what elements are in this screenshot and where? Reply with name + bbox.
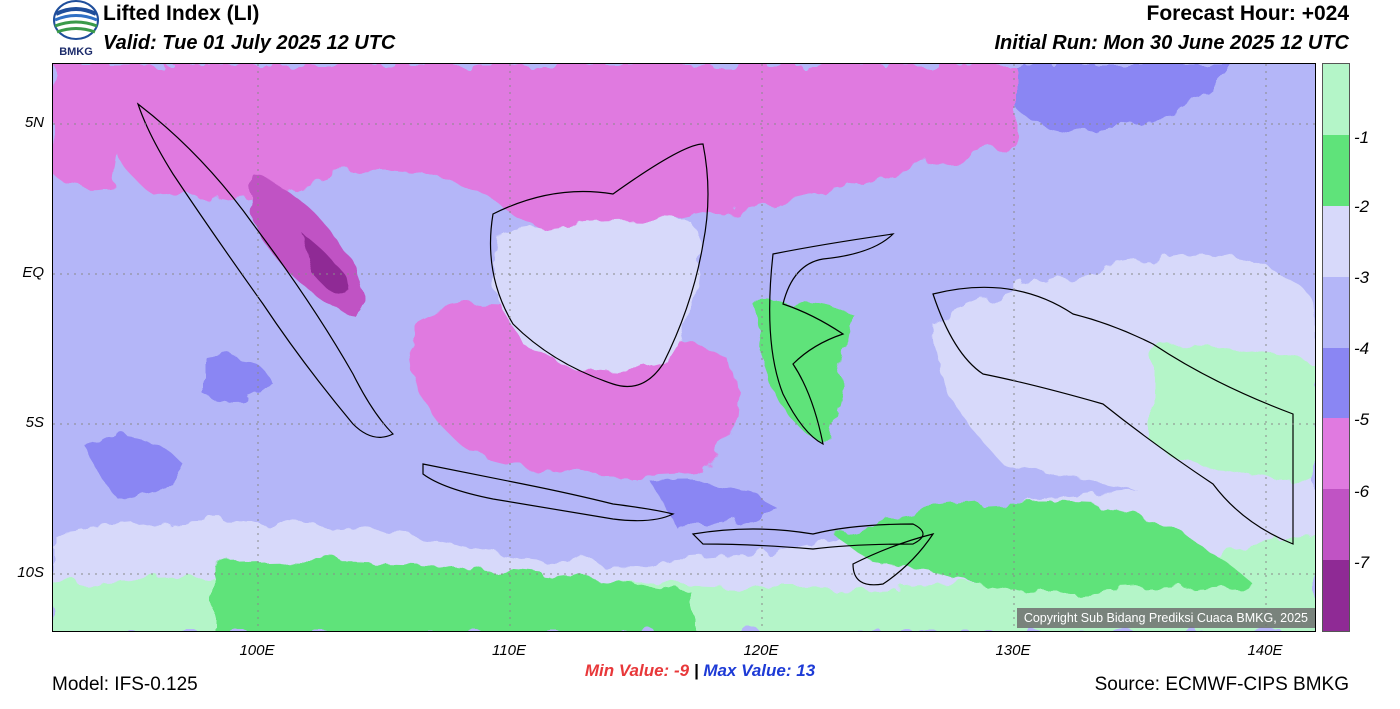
- colorbar: [1322, 63, 1350, 632]
- min-value: -9: [673, 661, 690, 680]
- colorbar-label: -5: [1354, 410, 1370, 429]
- max-value: 13: [796, 661, 816, 680]
- colorbar-label: -7: [1354, 553, 1370, 572]
- valid-time: Valid: Tue 01 July 2025 12 UTC: [103, 32, 396, 54]
- source-label: Source: ECMWF-CIPS BMKG: [1094, 674, 1349, 695]
- bmkg-logo: BMKG: [52, 0, 100, 60]
- lon-tick-120e: 120E: [743, 642, 779, 659]
- logo-text: BMKG: [59, 46, 93, 58]
- model-label: Model: IFS-0.125: [52, 674, 198, 695]
- graticule: [53, 64, 1315, 631]
- colorbar-segment: [1323, 489, 1349, 561]
- colorbar-label: -4: [1354, 339, 1370, 358]
- colorbar-segment: [1323, 560, 1349, 631]
- colorbar-label: -6: [1354, 482, 1370, 501]
- li-field: [53, 64, 1315, 631]
- colorbar-label: -2: [1354, 197, 1370, 216]
- lat-tick-5n: 5N: [24, 114, 44, 131]
- copyright-notice: Copyright Sub Bidang Prediksi Cuaca BMKG…: [1016, 608, 1315, 628]
- colorbar-segment: [1323, 276, 1349, 348]
- min-max-separator: |: [693, 661, 699, 680]
- map-title: Lifted Index (LI): [103, 2, 260, 25]
- max-label: Max Value:: [703, 661, 792, 680]
- colorbar-label: -1: [1354, 128, 1370, 147]
- lon-tick-130e: 130E: [995, 642, 1031, 659]
- lat-tick-5s: 5S: [25, 414, 44, 431]
- lat-tick-eq: EQ: [22, 264, 44, 281]
- lat-tick-10s: 10S: [17, 564, 44, 581]
- min-max-values: Min Value: -9 | Max Value: 13: [0, 661, 1400, 681]
- colorbar-label: -3: [1354, 268, 1370, 287]
- coastlines: [136, 102, 1294, 586]
- lon-tick-110e: 110E: [492, 642, 526, 659]
- colorbar-segment: [1323, 418, 1349, 490]
- bmkg-emblem-icon: [53, 0, 99, 40]
- forecast-hour: Forecast Hour: +024: [1146, 2, 1350, 25]
- colorbar-segment: [1323, 205, 1349, 277]
- min-label: Min Value:: [584, 661, 670, 680]
- lon-tick-100e: 100E: [239, 642, 275, 659]
- colorbar-segment: [1323, 347, 1349, 419]
- map-svg: [53, 64, 1315, 631]
- initial-run: Initial Run: Mon 30 June 2025 12 UTC: [994, 32, 1349, 54]
- colorbar-segment: [1323, 64, 1349, 135]
- lifted-index-map: [52, 63, 1316, 632]
- lon-tick-140e: 140E: [1247, 642, 1283, 659]
- colorbar-segment: [1323, 134, 1349, 206]
